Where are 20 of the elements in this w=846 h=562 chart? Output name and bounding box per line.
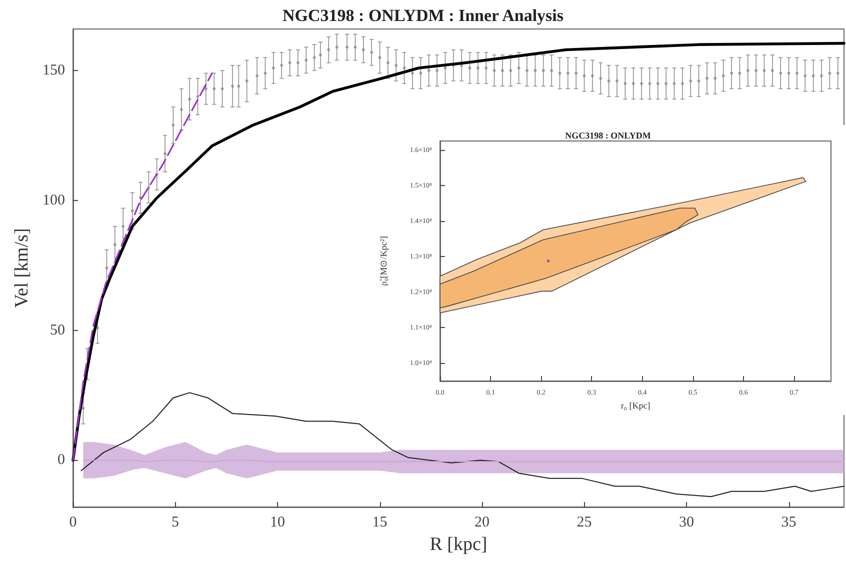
y-tick-label: 100 (42, 192, 65, 208)
y-axis-title: ρ̃₀[M⊙/Kpc²] (378, 236, 388, 286)
x-tick-label: 10 (270, 514, 286, 530)
y-tick-label: 50 (50, 322, 65, 338)
x-axis-title: r₀ [Kpc] (620, 400, 650, 410)
chart-title: NGC3198 : ONLYDM : Inner Analysis (282, 6, 564, 25)
y-tick-label: 150 (42, 62, 65, 79)
x-tick-label: 5 (172, 514, 180, 530)
x-tick-label: 15 (372, 514, 388, 530)
x-tick-label: 25 (576, 514, 592, 530)
x-tick-label: 30 (679, 514, 694, 530)
y-tick-label: 0 (58, 452, 65, 468)
x-tick-label: 0 (69, 514, 77, 530)
y-axis-title: Vel [km/s] (12, 228, 33, 308)
line-series (72, 72, 213, 462)
line-series (72, 42, 846, 462)
x-tick-label: 35 (781, 514, 796, 530)
x-tick-label: 20 (474, 514, 490, 530)
x-axis-title: R [kpc] (430, 534, 488, 555)
chart-title: NGC3198 : ONLYDM (565, 130, 652, 140)
